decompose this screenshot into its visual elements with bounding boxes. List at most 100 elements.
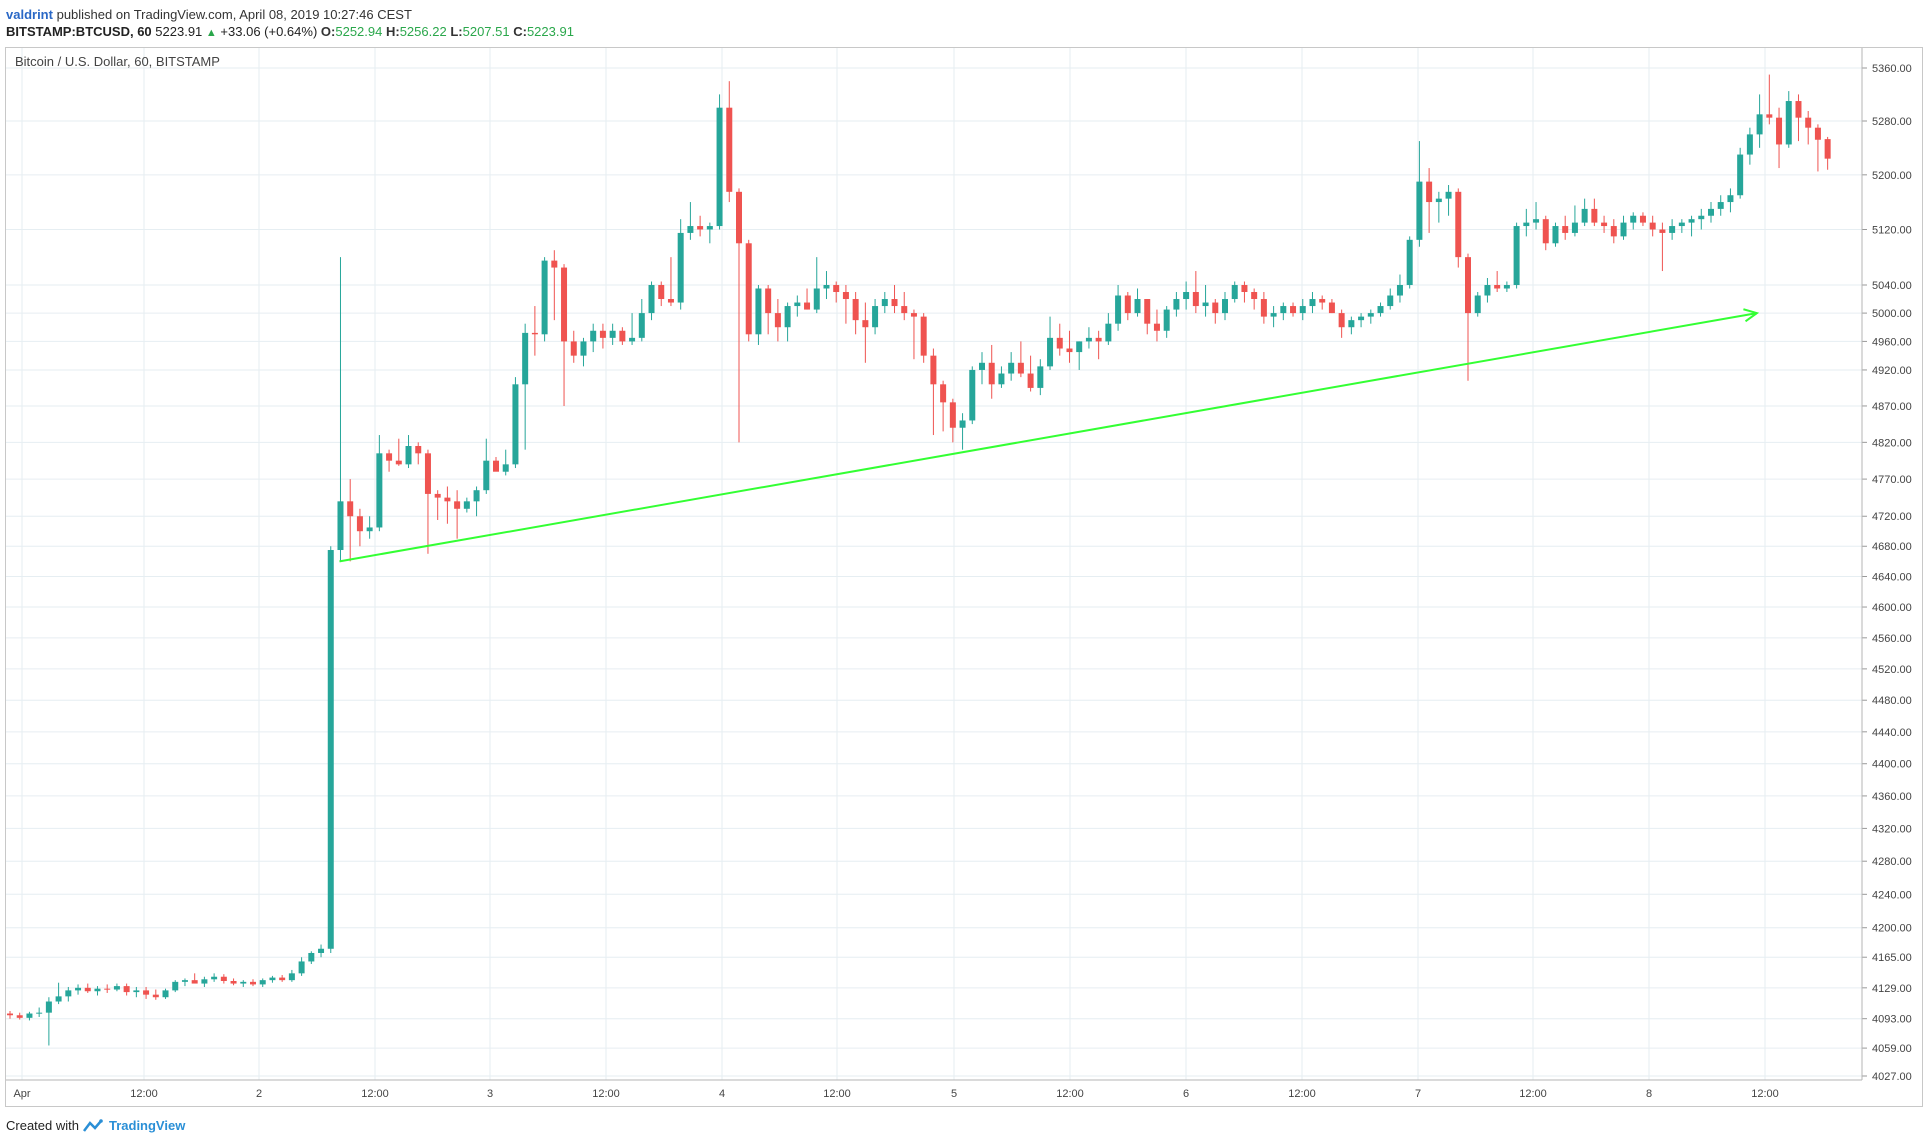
- candle-body: [979, 362, 985, 370]
- candle-body: [1387, 295, 1394, 307]
- high-value: 5256.22: [399, 24, 447, 39]
- price-tick-label: 4920.00: [1872, 365, 1912, 377]
- candle-up: [240, 980, 247, 987]
- candle-body: [104, 988, 111, 990]
- time-tick-label: 2: [256, 1088, 262, 1100]
- candle-body: [755, 288, 762, 335]
- candle-body: [930, 355, 937, 385]
- candle-up: [1571, 205, 1578, 237]
- candle-body: [7, 1013, 13, 1016]
- candle-body: [1076, 341, 1083, 353]
- candle-body: [1523, 222, 1530, 227]
- candle-up: [1270, 306, 1277, 328]
- price-tick-label: 5200.00: [1872, 170, 1912, 182]
- candle-up: [405, 435, 412, 469]
- candle-body: [1222, 299, 1228, 314]
- candle-up: [1047, 316, 1054, 370]
- created-with-text: Created with: [6, 1118, 79, 1133]
- candle-body: [1124, 295, 1131, 314]
- candle-up: [1280, 302, 1287, 321]
- candle-up: [1717, 195, 1724, 216]
- price-tick-label: 4440.00: [1872, 727, 1912, 739]
- candle-body: [1202, 302, 1209, 307]
- candle-body: [1785, 101, 1792, 145]
- author-link[interactable]: valdrint: [6, 7, 53, 22]
- candle-up: [1669, 219, 1676, 240]
- candle-down: [1328, 299, 1335, 314]
- price-tick-label: 4240.00: [1872, 889, 1912, 901]
- candle-up: [75, 984, 82, 995]
- candle-down: [143, 986, 150, 999]
- candle-body: [1290, 306, 1297, 314]
- tradingview-brand[interactable]: TradingView: [108, 1118, 186, 1133]
- candlestick-chart[interactable]: 5360.00 5280.00 5200.00 5120.00 5040.00 5000.…: [0, 0, 1926, 1110]
- candles: [7, 74, 1831, 1046]
- candle-down: [1056, 323, 1063, 356]
- candle-body: [687, 226, 694, 233]
- candle-down: [1124, 292, 1131, 321]
- candle-up: [308, 951, 315, 964]
- candle-body: [862, 320, 869, 328]
- candle-up: [1202, 285, 1209, 317]
- candle-body: [1183, 292, 1190, 300]
- candle-up: [1222, 292, 1228, 321]
- candle-body: [1494, 285, 1501, 289]
- candle-up: [1076, 341, 1083, 370]
- candle-down: [123, 983, 130, 996]
- close-label: C:: [513, 24, 527, 39]
- candle-down: [356, 508, 363, 547]
- candle-body: [1008, 362, 1015, 374]
- candle-body: [570, 341, 577, 356]
- time-tick-label: Apr: [13, 1088, 30, 1100]
- price-tick-label: 4820.00: [1872, 437, 1912, 449]
- candle-down: [454, 490, 461, 539]
- candle-body: [1669, 226, 1676, 233]
- candle-body: [366, 527, 373, 532]
- time-tick-label: 12:00: [361, 1088, 389, 1100]
- price-tick-label: 4320.00: [1872, 823, 1912, 835]
- candle-body: [279, 977, 286, 981]
- candle-up: [813, 257, 820, 314]
- candle-up: [1183, 281, 1190, 310]
- candle-down: [1192, 271, 1199, 314]
- candle-up: [1387, 288, 1394, 310]
- price-axis: 5360.00 5280.00 5200.00 5120.00 5040.00 5000.…: [1861, 48, 1912, 1083]
- candle-body: [1037, 366, 1044, 388]
- candle-up: [784, 302, 791, 342]
- candle-up: [1503, 281, 1510, 293]
- candle-body: [250, 981, 256, 985]
- candle-body: [259, 980, 266, 985]
- candle-body: [143, 990, 150, 995]
- candle-body: [1426, 181, 1433, 203]
- candle-body: [813, 288, 820, 310]
- candle-down: [1776, 107, 1783, 169]
- candle-body: [1717, 202, 1724, 209]
- price-tick-label: 4600.00: [1872, 602, 1912, 614]
- candle-up: [1484, 278, 1491, 303]
- candle-down: [1017, 341, 1024, 378]
- candle-down: [736, 188, 742, 443]
- candle-body: [444, 497, 451, 502]
- candle-up: [1085, 327, 1092, 349]
- candle-body: [1630, 215, 1637, 223]
- candle-body: [1688, 219, 1695, 223]
- candle-body: [1824, 139, 1831, 159]
- grid-lines: [6, 48, 1862, 1080]
- candle-up: [366, 516, 373, 539]
- candle-body: [1727, 195, 1734, 203]
- candle-down: [386, 449, 393, 472]
- candle-body: [493, 460, 499, 472]
- candle-body: [1309, 299, 1316, 307]
- candle-body: [794, 302, 801, 307]
- candle-up: [133, 986, 140, 998]
- candle-up: [755, 285, 762, 345]
- candle-up: [979, 352, 985, 385]
- time-tick-label: 5: [951, 1088, 957, 1100]
- candle-body: [1484, 285, 1491, 296]
- candle-down: [1066, 330, 1073, 363]
- time-tick-label: 12:00: [1288, 1088, 1316, 1100]
- candle-body: [1455, 191, 1462, 258]
- candle-body: [1173, 299, 1180, 310]
- candle-body: [551, 260, 558, 268]
- candle-up: [1474, 292, 1481, 317]
